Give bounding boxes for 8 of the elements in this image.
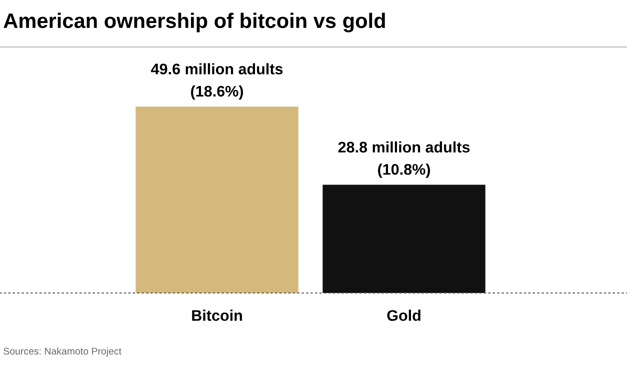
chart-title: American ownership of bitcoin vs gold [4,12,385,32]
x-tick-label: Gold [387,310,420,321]
data-label: 49.6 million adults [151,63,283,74]
data-label: 28.8 million adults [338,141,470,153]
source-note: Sources: Nakamoto Project [4,347,122,357]
annotation: (18.6%) [191,85,243,100]
x-tick-label: Bitcoin [192,310,242,321]
annotation: (10.8%) [378,164,430,178]
